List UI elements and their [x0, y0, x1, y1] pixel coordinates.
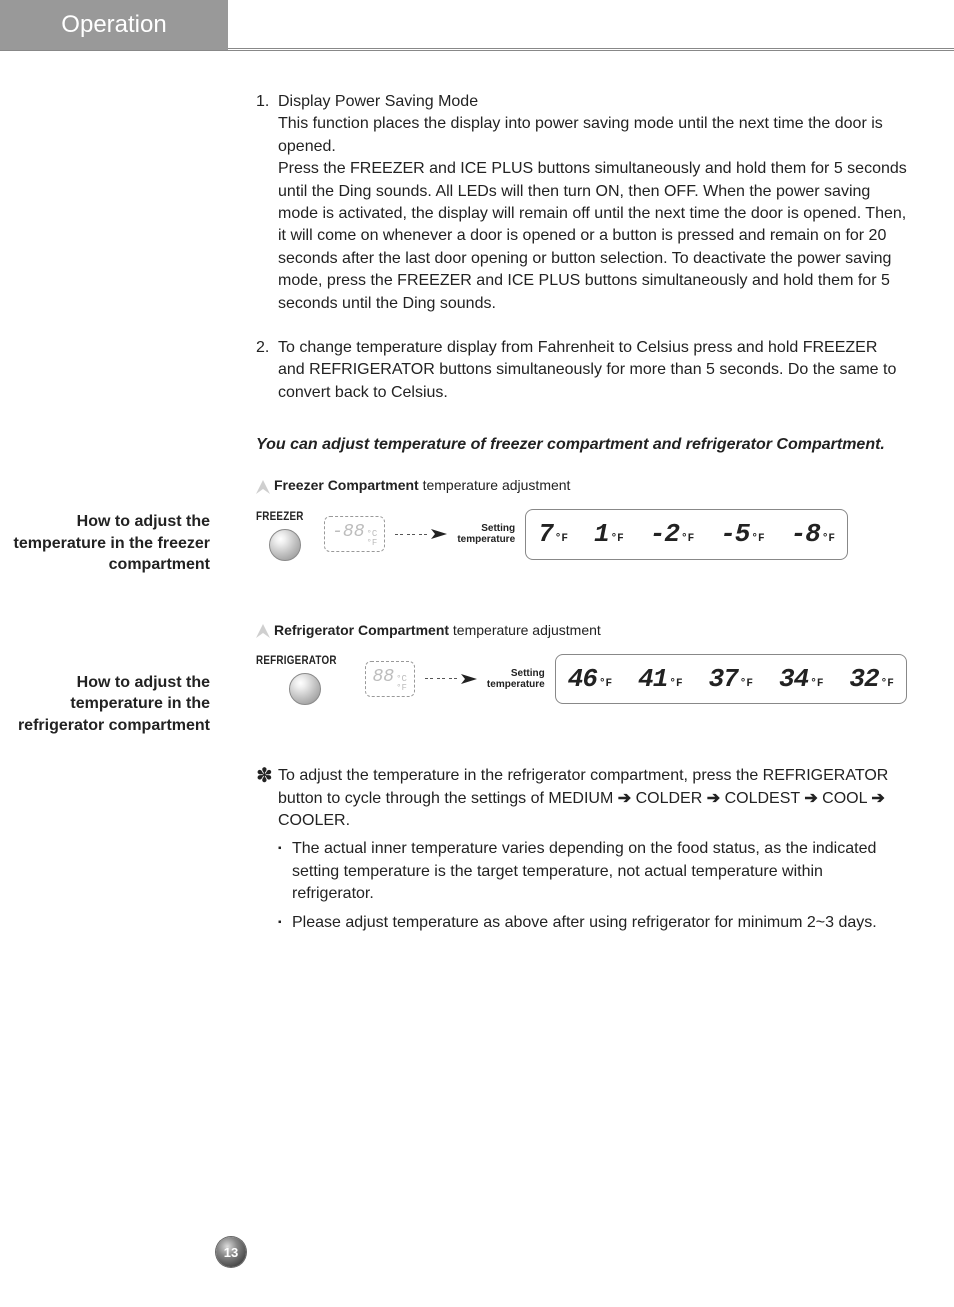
- fridge-temp-3: 34: [779, 661, 808, 697]
- fridge-temp-1: 41: [638, 661, 667, 697]
- setting-l2: temperature: [457, 534, 515, 545]
- setting-l2: temperature: [487, 679, 545, 690]
- freezer-lcd: -88 °C°F: [324, 516, 385, 552]
- fridge-setting-label: Setting temperature: [487, 668, 545, 690]
- fridge-button[interactable]: [289, 673, 321, 705]
- fridge-lcd: 88 °C°F: [365, 661, 415, 697]
- item-2-body: To change temperature display from Fahre…: [278, 337, 907, 404]
- fridge-temp-2: 37: [709, 661, 738, 697]
- dash-arrow-icon: [425, 674, 477, 684]
- unit-f: °F: [740, 677, 753, 692]
- freezer-side-label: How to adjust the temperature in the fre…: [0, 511, 210, 576]
- subheading: You can adjust temperature of freezer co…: [256, 434, 907, 456]
- seq-2: COOL: [822, 790, 867, 807]
- arrow-icon: ➔: [707, 790, 720, 807]
- freezer-button-label: FREEZER: [256, 508, 304, 525]
- star-note-text: To adjust the temperature in the refrige…: [278, 765, 907, 832]
- freezer-lcd-f: °F: [367, 539, 378, 548]
- seq-0: COLDER: [636, 790, 703, 807]
- fridge-lcd-f: °F: [396, 684, 407, 693]
- freezer-title-rest: temperature adjustment: [419, 477, 571, 493]
- freezer-temp-0: 7: [538, 516, 553, 552]
- dash-arrow-icon: [395, 529, 447, 539]
- header-title: Operation: [0, 0, 228, 50]
- fridge-title-bold: Refrigerator Compartment: [274, 622, 449, 638]
- unit-f: °F: [822, 532, 835, 547]
- unit-f: °F: [555, 532, 568, 547]
- bullet-icon: ▪: [278, 838, 292, 905]
- fridge-control-row: REFRIGERATOR 88 °C°F Setting temperature…: [256, 652, 907, 705]
- freezer-temp-4: -8: [791, 516, 820, 552]
- item-1-title: Display Power Saving Mode: [278, 91, 907, 113]
- bullet-1: The actual inner temperature varies depe…: [292, 838, 907, 905]
- unit-f: °F: [751, 532, 764, 547]
- unit-f: °F: [669, 677, 682, 692]
- fridge-temp-options: 46°F 41°F 37°F 34°F 32°F: [555, 654, 907, 704]
- fridge-section-title: Refrigerator Compartment temperature adj…: [256, 621, 907, 641]
- freezer-temp-1: 1: [594, 516, 609, 552]
- unit-f: °F: [881, 677, 894, 692]
- freezer-temp-3: -5: [720, 516, 749, 552]
- freezer-setting-label: Setting temperature: [457, 523, 515, 545]
- seq-1: COLDEST: [725, 790, 800, 807]
- unit-f: °F: [611, 532, 624, 547]
- freezer-temp-options: 7°F 1°F -2°F -5°F -8°F: [525, 509, 848, 559]
- fridge-temp-4: 32: [849, 661, 878, 697]
- page-number: 13: [216, 1237, 246, 1267]
- setting-l1: Setting: [457, 523, 515, 534]
- item-1: 1. Display Power Saving Mode This functi…: [256, 91, 907, 315]
- chevron-marker-icon: [256, 480, 270, 494]
- seq-3: COOLER: [278, 812, 346, 829]
- fridge-lcd-value: 88: [373, 665, 395, 690]
- fridge-title-rest: temperature adjustment: [449, 622, 601, 638]
- freezer-title-bold: Freezer Compartment: [274, 477, 419, 493]
- unit-f: °F: [681, 532, 694, 547]
- fridge-side-label: How to adjust the temperature in the ref…: [0, 672, 210, 737]
- freezer-section-title: Freezer Compartment temperature adjustme…: [256, 476, 907, 496]
- bullet-2: Please adjust temperature as above after…: [292, 912, 877, 934]
- fridge-button-label: REFRIGERATOR: [256, 652, 337, 669]
- bullet-icon: ▪: [278, 912, 292, 934]
- setting-l1: Setting: [487, 668, 545, 679]
- item-1-number: 1.: [256, 91, 278, 315]
- item-1-body: This function places the display into po…: [278, 113, 907, 315]
- unit-f: °F: [810, 677, 823, 692]
- item-2-number: 2.: [256, 337, 278, 404]
- header-bar: Operation: [0, 0, 954, 50]
- unit-f: °F: [599, 677, 612, 692]
- freezer-lcd-value: -88: [332, 520, 364, 545]
- freezer-button[interactable]: [269, 529, 301, 561]
- item-2: 2. To change temperature display from Fa…: [256, 337, 907, 404]
- star-note: ✽ To adjust the temperature in the refri…: [256, 765, 907, 832]
- header-rule: [228, 0, 954, 49]
- chevron-marker-icon: [256, 624, 270, 638]
- freezer-control-row: FREEZER -88 °C°F Setting temperature 7°F…: [256, 508, 907, 561]
- bullet-list: ▪The actual inner temperature varies dep…: [278, 838, 907, 934]
- arrow-icon: ➔: [804, 790, 817, 807]
- freezer-temp-2: -2: [650, 516, 679, 552]
- fridge-temp-0: 46: [568, 661, 597, 697]
- arrow-icon: ➔: [618, 790, 631, 807]
- asterisk-icon: ✽: [256, 765, 278, 832]
- arrow-icon: ➔: [871, 790, 884, 807]
